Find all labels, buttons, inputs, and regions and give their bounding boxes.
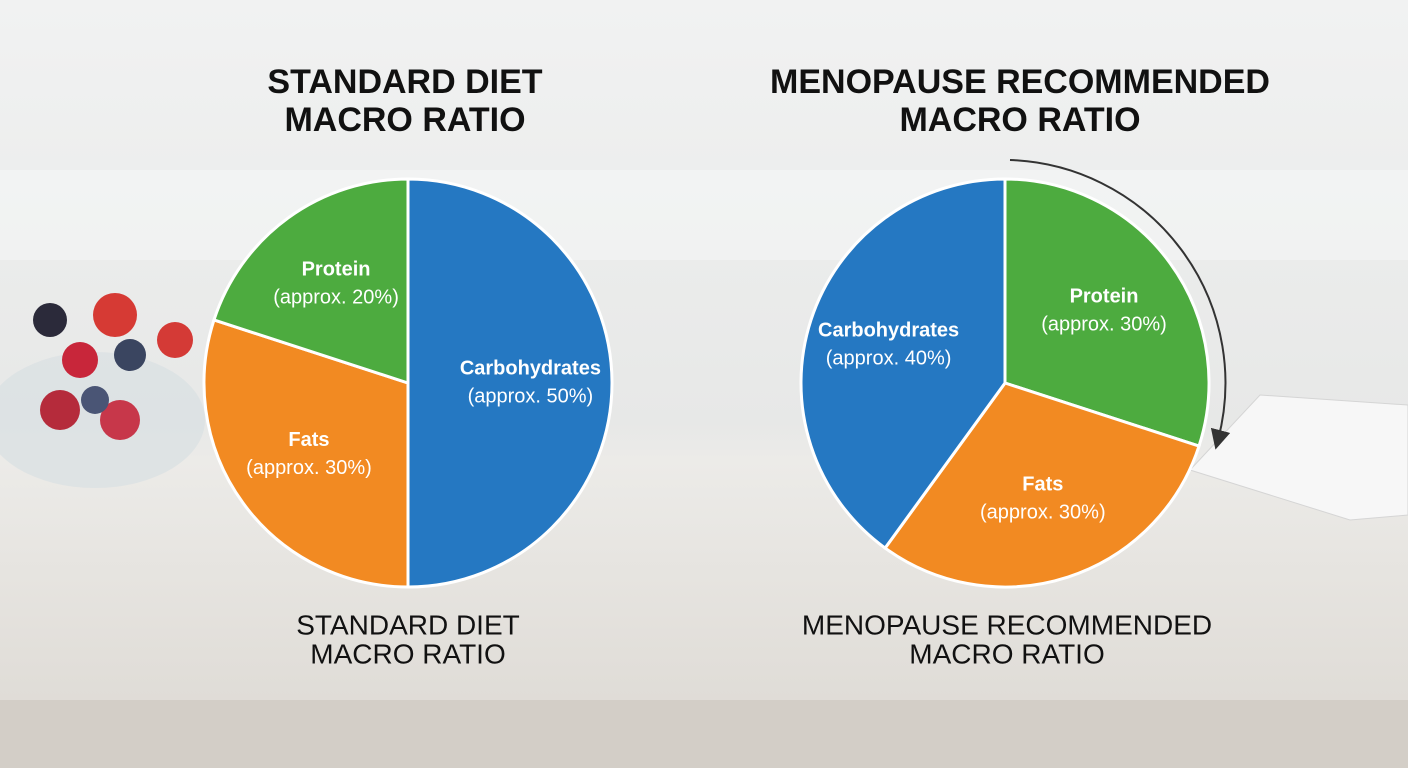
chart-title: MENOPAUSE RECOMMENDED <box>770 63 1270 101</box>
chart-caption: STANDARD DIET <box>296 609 520 640</box>
slice-value-label: (approx. 20%) <box>273 286 399 308</box>
chart-title: STANDARD DIET <box>267 63 542 101</box>
slice-name: Carbohydrates <box>818 319 959 341</box>
berry-bowl <box>0 293 205 488</box>
pie-slice <box>212 177 410 386</box>
backsplash <box>0 170 1408 260</box>
slice-name: Fats <box>1022 474 1063 496</box>
slice-name: Protein <box>302 258 371 280</box>
pie-slice <box>799 177 1007 551</box>
slice-value-label: (approx. 30%) <box>980 502 1106 524</box>
pie-slice <box>1003 177 1211 448</box>
pie-slice <box>882 381 1201 589</box>
chart-title: MACRO RATIO <box>284 101 525 139</box>
table-edge <box>0 700 1408 768</box>
chart-caption: MACRO RATIO <box>310 638 505 669</box>
slice-value-label: (approx. 30%) <box>246 457 372 479</box>
slice-value-label: (approx. 30%) <box>1041 313 1167 335</box>
direction-arrow <box>1009 159 1231 450</box>
slice-value-label: (approx. 40%) <box>826 347 952 369</box>
slice-value-label: (approx. 50%) <box>468 385 594 407</box>
chart-caption: MENOPAUSE RECOMMENDED <box>802 609 1212 640</box>
chart-caption: MACRO RATIO <box>909 638 1104 669</box>
pie-slice <box>406 177 614 589</box>
slice-name: Protein <box>1070 285 1139 307</box>
chart-title: MACRO RATIO <box>899 101 1140 139</box>
pie-slice <box>202 318 410 589</box>
notebook <box>1189 394 1408 521</box>
slice-name: Carbohydrates <box>460 357 601 379</box>
slice-name: Fats <box>288 429 329 451</box>
